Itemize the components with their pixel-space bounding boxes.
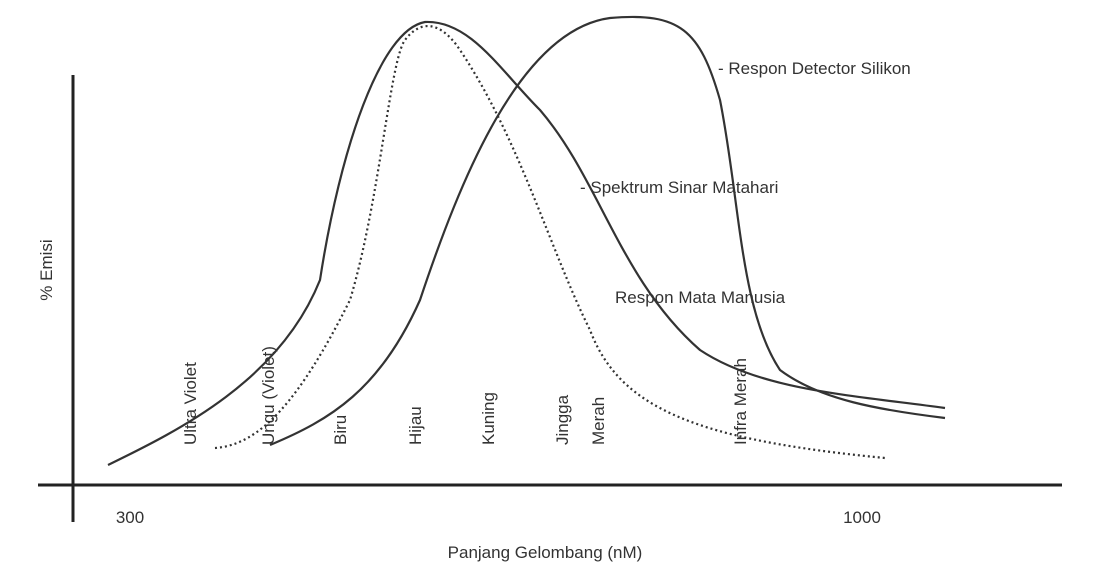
curve-label: Respon Mata Manusia bbox=[615, 288, 786, 307]
band-label: Merah bbox=[589, 397, 608, 445]
y-axis-label: % Emisi bbox=[37, 239, 56, 300]
x-axis-label: Panjang Gelombang (nM) bbox=[448, 543, 643, 562]
x-tick-label: 300 bbox=[116, 508, 144, 527]
band-label: Ultra Violet bbox=[181, 362, 200, 445]
band-label: Hijau bbox=[406, 406, 425, 445]
silicon-detector-curve bbox=[269, 15, 946, 447]
human-eye-curve bbox=[214, 25, 886, 460]
band-label: Infra Merah bbox=[731, 358, 750, 445]
x-tick-label: 1000 bbox=[843, 508, 881, 527]
band-label: Biru bbox=[331, 415, 350, 445]
band-label: Ungu (Violet) bbox=[259, 346, 278, 445]
curve-label: - Spektrum Sinar Matahari bbox=[580, 178, 778, 197]
band-label: Jingga bbox=[553, 394, 572, 445]
band-label: Kuning bbox=[479, 392, 498, 445]
sun-spectrum-curve bbox=[107, 20, 946, 466]
curve-label: - Respon Detector Silikon bbox=[718, 59, 911, 78]
